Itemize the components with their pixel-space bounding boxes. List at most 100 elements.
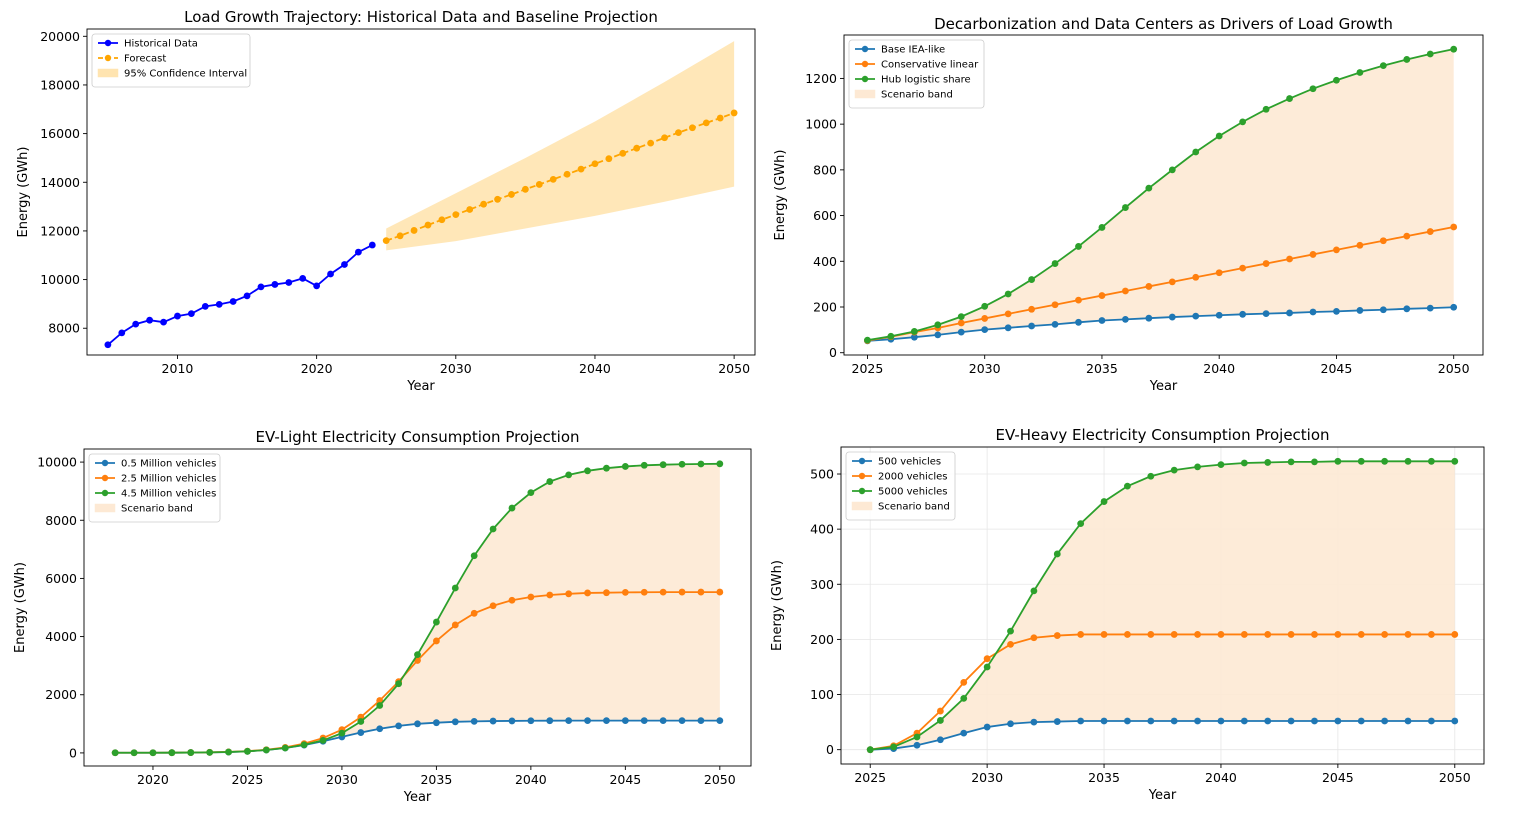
data-point bbox=[489, 602, 497, 610]
data-point bbox=[1100, 717, 1108, 725]
data-point bbox=[508, 717, 516, 725]
data-point bbox=[1240, 717, 1248, 725]
x-tick-label: 2025 bbox=[232, 772, 264, 787]
legend: 500 vehicles 2000 vehicles 5000 vehicles Sc… bbox=[845, 451, 956, 521]
data-point bbox=[1357, 717, 1365, 725]
data-point bbox=[470, 552, 478, 560]
data-point bbox=[1053, 550, 1061, 558]
data-point bbox=[271, 281, 279, 288]
data-point bbox=[1194, 631, 1201, 638]
legend: Base IEA-like Conservative linear Hub logi… bbox=[848, 39, 985, 109]
data-point bbox=[577, 165, 585, 173]
data-point bbox=[432, 719, 440, 727]
data-point bbox=[341, 261, 348, 268]
x-tick-label: 2035 bbox=[420, 772, 452, 787]
data-point bbox=[1379, 306, 1387, 314]
legend-marker bbox=[861, 60, 869, 68]
data-point bbox=[1124, 631, 1131, 638]
data-point bbox=[549, 175, 557, 183]
legend-label: Forecast bbox=[124, 54, 166, 65]
data-point bbox=[546, 478, 554, 485]
series-line bbox=[870, 720, 1455, 751]
data-point bbox=[1286, 309, 1293, 317]
y-tick-label: 500 bbox=[810, 467, 834, 482]
data-point bbox=[1334, 717, 1342, 725]
data-point bbox=[1450, 45, 1458, 53]
x-tick-label: 2030 bbox=[326, 772, 358, 787]
series-line bbox=[107, 244, 373, 346]
y-tick-label: 8000 bbox=[48, 321, 80, 336]
data-point bbox=[1286, 95, 1293, 102]
data-point bbox=[565, 717, 573, 725]
data-point bbox=[1168, 166, 1176, 174]
data-point bbox=[1217, 717, 1225, 725]
data-point bbox=[1309, 251, 1317, 258]
data-point bbox=[1121, 287, 1129, 295]
data-point bbox=[285, 279, 293, 286]
series-3 bbox=[111, 460, 724, 757]
legend-entry: 4.5 Million vehicles bbox=[95, 489, 216, 500]
data-point bbox=[1170, 717, 1178, 725]
data-point bbox=[702, 119, 710, 127]
data-point bbox=[621, 463, 629, 470]
y-tick-label: 1200 bbox=[805, 71, 837, 86]
data-point bbox=[1168, 278, 1176, 286]
data-point bbox=[1356, 241, 1364, 249]
data-point bbox=[1451, 631, 1459, 638]
y-tick-label: 8000 bbox=[45, 513, 77, 528]
data-point bbox=[1427, 631, 1435, 638]
data-point bbox=[1192, 273, 1200, 281]
data-point bbox=[697, 717, 705, 725]
legend-box bbox=[91, 33, 251, 88]
series-line bbox=[867, 306, 1454, 342]
data-point bbox=[1028, 322, 1035, 330]
data-point bbox=[414, 720, 421, 728]
data-point bbox=[494, 195, 501, 203]
band-area bbox=[870, 461, 1455, 750]
data-point bbox=[1404, 717, 1412, 725]
data-point bbox=[913, 741, 921, 749]
data-point bbox=[1357, 631, 1365, 638]
y-tick-label: 200 bbox=[813, 300, 837, 315]
legend-label: Historical Data bbox=[124, 39, 198, 50]
plot-frame bbox=[840, 446, 1485, 765]
data-point bbox=[452, 211, 460, 219]
data-point bbox=[1264, 459, 1272, 466]
data-point bbox=[1426, 304, 1434, 312]
data-point bbox=[414, 651, 421, 659]
legend-entry: Hub logistic share bbox=[855, 75, 971, 86]
legend-patch bbox=[854, 89, 876, 99]
data-point bbox=[1194, 463, 1201, 471]
data-point bbox=[957, 313, 965, 320]
data-point bbox=[1333, 246, 1340, 254]
series-line bbox=[870, 633, 1455, 751]
data-point bbox=[887, 332, 895, 340]
data-point bbox=[395, 722, 403, 730]
data-point bbox=[1053, 632, 1061, 639]
legend-entry: 2.5 Million vehicles bbox=[95, 474, 216, 485]
data-point bbox=[716, 588, 724, 596]
data-point bbox=[1004, 324, 1012, 332]
legend-patch bbox=[851, 501, 873, 511]
data-point bbox=[1333, 76, 1340, 84]
plot-frame bbox=[86, 28, 756, 356]
data-point bbox=[716, 114, 724, 122]
data-point bbox=[1147, 717, 1155, 725]
data-point bbox=[603, 589, 610, 597]
x-axis-label: Year bbox=[1148, 788, 1177, 803]
x-tick-label: 2030 bbox=[971, 770, 1003, 785]
series-1 bbox=[866, 717, 1459, 754]
data-point bbox=[546, 717, 554, 725]
data-point bbox=[960, 729, 968, 737]
data-point bbox=[244, 747, 251, 755]
data-point bbox=[480, 200, 488, 208]
data-point bbox=[981, 315, 989, 322]
data-point bbox=[1077, 520, 1085, 528]
band-area bbox=[867, 49, 1454, 341]
data-point bbox=[1028, 305, 1035, 313]
data-point bbox=[603, 464, 610, 472]
data-point bbox=[1451, 717, 1459, 725]
data-point bbox=[395, 680, 403, 688]
data-point bbox=[1240, 459, 1248, 467]
data-point bbox=[1356, 69, 1364, 76]
